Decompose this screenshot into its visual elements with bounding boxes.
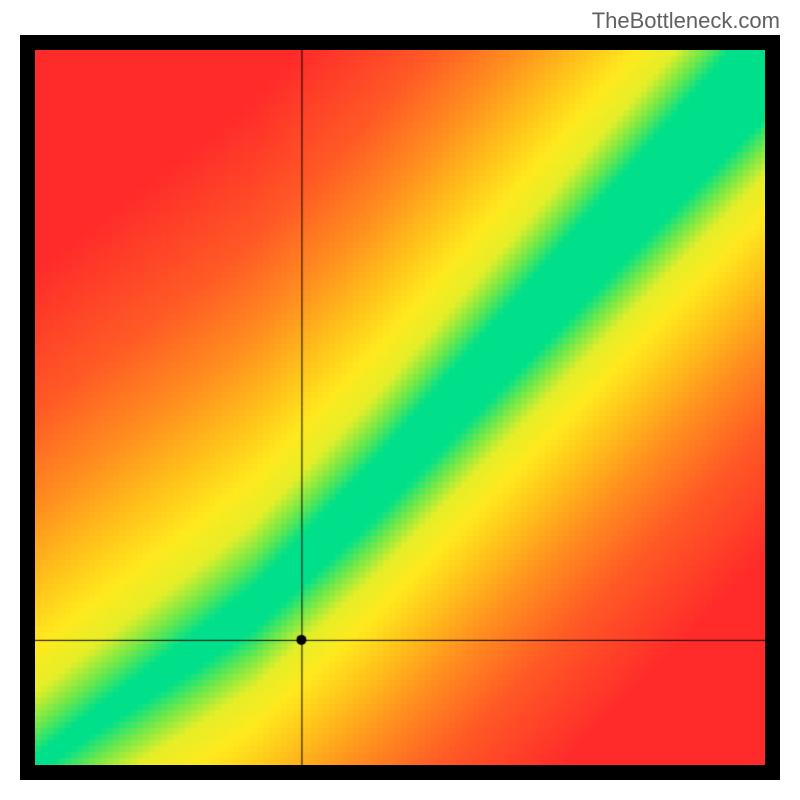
crosshair-overlay — [35, 50, 765, 765]
chart-frame — [20, 35, 780, 780]
watermark-text: TheBottleneck.com — [592, 8, 780, 34]
